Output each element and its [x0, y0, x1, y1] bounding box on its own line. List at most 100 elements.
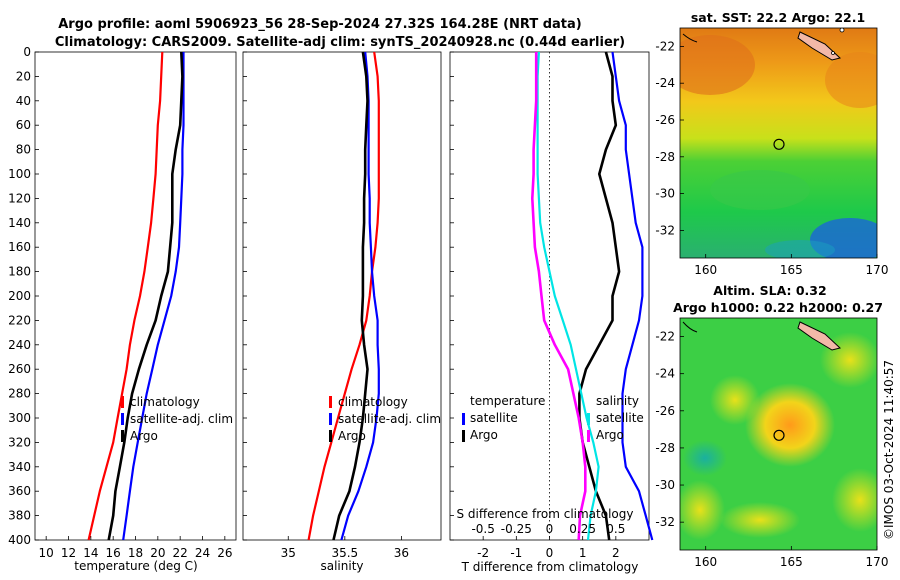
legend-swatch-climatology	[329, 396, 332, 408]
legend-swatch-satellite	[329, 413, 332, 425]
sst-cool-patch	[765, 240, 835, 258]
lon-tick-label: 160	[694, 263, 717, 277]
lon-tick-label: 170	[866, 263, 889, 277]
series-line-temperature-satellite	[611, 51, 654, 541]
sla-high-anomaly	[745, 383, 835, 467]
s-diff-tick-label: -0.5	[471, 522, 494, 536]
lat-tick-label: -26	[655, 404, 675, 418]
temperature-axes-box	[34, 51, 237, 541]
sst-warm-patch	[825, 52, 877, 108]
legend-swatch-s-satellite	[587, 413, 590, 425]
sst-field	[680, 28, 877, 258]
s-diff-xlabel: S difference from climatology	[457, 507, 634, 521]
s-diff-ticklabels: -0.5 -0.25 0 0.25 0.5	[471, 522, 625, 536]
x-tick-label: 16	[106, 546, 121, 560]
y-tick-label: 80	[16, 143, 31, 157]
lat-tick-label: -28	[655, 441, 675, 455]
salinity-axes-box	[242, 51, 442, 541]
coastline	[682, 33, 698, 43]
temperature-lines	[87, 51, 185, 541]
argo-sst-value: 22.1	[834, 10, 865, 25]
figure-title-line1: Argo profile: aoml 5906923_56 28-Sep-202…	[58, 17, 582, 32]
salinity-xlabel: salinity	[320, 559, 363, 573]
temperature-panel: 0 20 40 60 80 100 120 140 160 180 200 220 240 260 280 3…	[8, 45, 237, 573]
t-diff-xlabel: T difference from climatology	[461, 560, 639, 574]
lon-tick-label: 165	[780, 263, 803, 277]
difference-lines	[530, 51, 654, 541]
sst-map-frame	[679, 27, 878, 259]
legend-t-argo: Argo	[470, 428, 498, 442]
salinity-lines	[307, 51, 380, 541]
new-caledonia-land	[797, 31, 842, 61]
x-tick-label: 24	[195, 546, 210, 560]
legend-s-satellite: satellite	[596, 411, 644, 425]
figure-title-line2: Climatology: CARS2009. Satellite-adj cli…	[55, 35, 625, 50]
sla-map-frame	[679, 317, 878, 551]
x-tick-label: 1	[579, 546, 587, 560]
y-tick-label: 180	[8, 265, 31, 279]
y-tick-label: 260	[8, 362, 31, 376]
s-diff-tick-label: 0.5	[606, 522, 625, 536]
legend-swatch-t-argo	[462, 430, 465, 442]
sst-map-title: sat. SST: 22.2 Argo: 22.1	[691, 10, 865, 25]
h1000-value: 0.22	[764, 300, 795, 315]
s-diff-tick-label: 0.25	[569, 522, 596, 536]
y-tick-label: 340	[8, 460, 31, 474]
y-tick-label: 120	[8, 191, 31, 205]
x-tick-label: 35	[281, 546, 296, 560]
temperature-legend: climatology satellite-adj. clim Argo	[121, 395, 233, 443]
difference-panel: -2 -1 0 1 2 T difference from climatology S …	[449, 51, 654, 574]
legend-swatch-satellite	[121, 413, 124, 425]
lat-tick-label: -22	[655, 330, 675, 344]
y-tick-label: 360	[8, 484, 31, 498]
y-tick-label: 200	[8, 289, 31, 303]
series-line-satellite-adj-clim	[340, 51, 380, 541]
legend-salinity-title: salinity	[596, 394, 639, 408]
h2000-value: 0.27	[852, 300, 883, 315]
sla-field	[680, 318, 877, 550]
lat-tick-label: -30	[655, 187, 675, 201]
legend-satellite: satellite-adj. clim	[130, 412, 233, 426]
salinity-ticks: 35 35.5 36	[243, 51, 409, 560]
series-line-satellite-adj-clim	[122, 52, 185, 541]
s-diff-tick-label: -0.25	[501, 522, 532, 536]
sst-map-ticks: -22 -24 -26 -28 -30 -32 160 165 170	[655, 39, 888, 277]
y-tick-label: 160	[8, 240, 31, 254]
salinity-panel: 35 35.5 36 salinity climatology satellite-…	[242, 51, 442, 573]
y-tick-label: 380	[8, 509, 31, 523]
sla-map: Altim. SLA: 0.32 Argo h1000: 0.22 h2000:…	[655, 283, 888, 569]
y-tick-label: 240	[8, 338, 31, 352]
x-tick-label: 12	[61, 546, 76, 560]
series-line-salinity-satellite	[536, 51, 600, 541]
series-line-argo	[107, 51, 184, 541]
y-tick-label: 400	[8, 533, 31, 547]
y-tick-label: 100	[8, 167, 31, 181]
legend-temperature-title: temperature	[470, 394, 545, 408]
lat-tick-label: -32	[655, 515, 675, 529]
legend-climatology: climatology	[338, 395, 408, 409]
legend-satellite: satellite-adj. clim	[338, 412, 441, 426]
temperature-ticks: 0 20 40 60 80 100 120 140 160 180 200 220 240 260 280 3…	[8, 45, 232, 560]
series-line-salinity-argo	[530, 52, 587, 541]
coastline	[682, 321, 698, 333]
lat-tick-label: -32	[655, 223, 675, 237]
y-tick-label: 40	[16, 94, 31, 108]
sla-low-patch	[683, 440, 727, 476]
s-diff-tick-label: 0	[546, 522, 554, 536]
x-tick-label: 2	[612, 546, 620, 560]
sla-yellow-patch	[832, 468, 877, 532]
lon-tick-label: 165	[780, 555, 803, 569]
legend-swatch-argo	[329, 430, 332, 442]
imos-credit: ©IMOS 03-Oct-2024 11:40:57	[882, 360, 896, 540]
lat-tick-label: -28	[655, 150, 675, 164]
y-tick-label: 0	[23, 45, 31, 59]
sla-map-ticks: -22 -24 -26 -28 -30 -32 160 165 170	[655, 330, 888, 569]
salinity-legend: climatology satellite-adj. clim Argo	[329, 395, 441, 443]
y-tick-label: 60	[16, 118, 31, 132]
sst-map: sat. SST: 22.2 Argo: 22.1 -22 -24 -26 -28 -3…	[655, 10, 888, 277]
lat-tick-label: -22	[655, 39, 675, 53]
legend-argo: Argo	[338, 429, 366, 443]
series-line-argo	[332, 51, 369, 541]
difference-legend: temperature satellite Argo salinity sate…	[462, 394, 644, 442]
